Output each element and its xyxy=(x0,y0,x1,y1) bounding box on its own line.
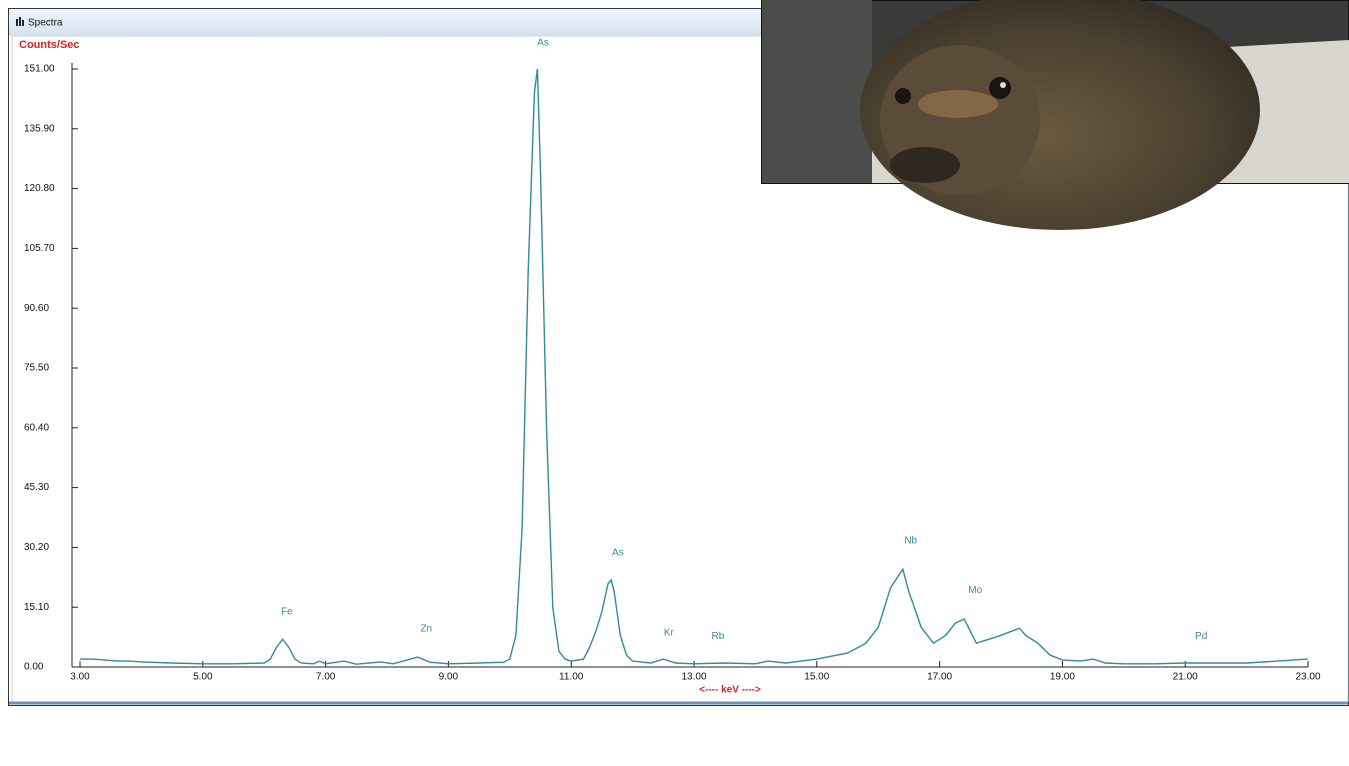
y-tick-label: 75.50 xyxy=(24,363,49,374)
peak-label: As xyxy=(537,38,549,49)
peak-label: Kr xyxy=(664,628,675,639)
peak-label: Mo xyxy=(968,585,982,596)
y-tick-label: 135.90 xyxy=(24,123,55,134)
y-tick-label: 120.80 xyxy=(24,183,55,194)
x-tick-label: 15.00 xyxy=(804,672,829,683)
y-axis-label: Counts/Sec xyxy=(19,39,80,51)
peak-label: Zn xyxy=(420,624,432,635)
x-tick-label: 17.00 xyxy=(927,672,952,683)
x-tick-label: 5.00 xyxy=(193,672,213,683)
y-tick-label: 105.70 xyxy=(24,243,55,254)
y-tick-label: 30.20 xyxy=(24,542,49,553)
y-tick-label: 15.10 xyxy=(24,602,49,613)
peak-label: Rb xyxy=(712,631,725,642)
peak-label: As xyxy=(612,548,624,559)
window-title: Spectra xyxy=(28,18,63,29)
x-tick-label: 7.00 xyxy=(316,672,336,683)
peak-label: Nb xyxy=(904,536,917,547)
x-tick-label: 23.00 xyxy=(1295,672,1320,683)
y-tick-label: 60.40 xyxy=(24,422,49,433)
page: Spectra Counts/Sec <---- keV ----> 0.00 1… xyxy=(0,0,1349,766)
y-tick-label: 45.30 xyxy=(24,482,49,493)
chart: Spectra Counts/Sec <---- keV ----> 0.00 1… xyxy=(0,0,1349,766)
y-tick-label: 0.00 xyxy=(24,662,44,673)
x-axis-label: <---- keV ----> xyxy=(699,685,761,696)
x-tick-label: 19.00 xyxy=(1050,672,1075,683)
peak-label: Pd xyxy=(1195,631,1207,642)
x-tick-label: 3.00 xyxy=(70,672,90,683)
y-tick-label: 151.00 xyxy=(24,64,55,75)
x-tick-label: 13.00 xyxy=(681,672,706,683)
x-tick-label: 21.00 xyxy=(1173,672,1198,683)
x-tick-label: 11.00 xyxy=(559,672,584,683)
y-tick-label: 90.60 xyxy=(24,303,49,314)
peak-label: Fe xyxy=(281,607,293,618)
x-tick-label: 9.00 xyxy=(439,672,459,683)
